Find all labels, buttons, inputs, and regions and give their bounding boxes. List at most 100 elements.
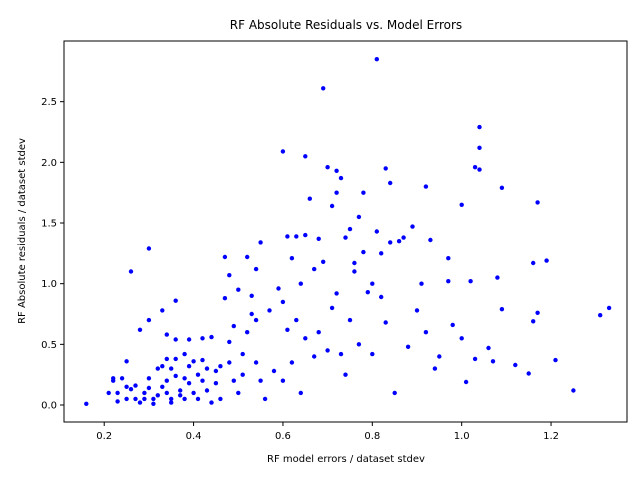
data-point (347, 317, 353, 323)
data-point (343, 372, 348, 377)
y-tick-label: 1.5 (41, 219, 57, 230)
data-point (155, 366, 160, 371)
data-point (316, 330, 321, 335)
data-point (280, 299, 286, 305)
x-axis-label: RF model errors / dataset stdev (267, 454, 425, 465)
data-point (356, 214, 362, 220)
data-point (531, 260, 536, 266)
data-point (352, 260, 357, 266)
x-tick-label: 0.8 (364, 431, 380, 442)
data-point (227, 273, 232, 278)
data-point (437, 354, 442, 359)
y-tick-label: 0.0 (41, 401, 57, 412)
data-point (124, 384, 129, 389)
data-point (495, 275, 500, 280)
data-point (253, 317, 259, 323)
data-point (169, 400, 174, 405)
data-point (325, 165, 330, 170)
data-point (195, 372, 201, 377)
data-point (352, 269, 357, 274)
data-point (191, 359, 196, 364)
x-tick-label: 0.6 (275, 431, 291, 442)
data-point (499, 185, 505, 190)
data-point (271, 368, 277, 374)
data-point (338, 175, 344, 181)
data-point (374, 229, 379, 234)
data-point (486, 345, 491, 351)
data-point (160, 308, 165, 313)
data-point (227, 360, 232, 365)
data-point (160, 384, 165, 389)
data-point (111, 376, 116, 381)
data-point (182, 376, 187, 381)
data-point (303, 336, 308, 341)
data-point (294, 234, 299, 239)
data-point (213, 381, 219, 386)
data-point (285, 234, 290, 239)
data-point (178, 393, 183, 398)
data-point (405, 344, 411, 349)
y-tick-label: 0.5 (41, 340, 57, 351)
data-point (472, 356, 478, 362)
data-point (137, 327, 143, 332)
data-point (298, 390, 303, 396)
data-point (218, 364, 223, 369)
x-tick-label: 0.2 (96, 431, 112, 442)
data-point (428, 237, 433, 243)
data-point (289, 256, 295, 261)
data-point (209, 400, 214, 405)
data-point (200, 357, 205, 363)
data-point (312, 266, 317, 272)
data-point (240, 351, 245, 357)
data-point (365, 290, 370, 295)
data-point (321, 86, 326, 91)
y-tick-label: 2.0 (41, 158, 57, 169)
data-point (459, 336, 464, 341)
data-point (361, 249, 366, 255)
data-point (173, 356, 178, 362)
data-point (200, 336, 205, 341)
data-point (115, 390, 120, 396)
data-point (606, 305, 612, 311)
data-point (383, 320, 388, 325)
data-point (169, 366, 174, 371)
data-point (334, 190, 339, 195)
x-axis-ticks: 0.2 0.4 0.6 0.8 1.0 1.2 (96, 422, 559, 442)
data-point (477, 167, 482, 172)
plot-frame (63, 40, 628, 423)
data-point (204, 366, 210, 371)
data-point (106, 390, 111, 396)
data-point (146, 246, 152, 251)
data-point (142, 396, 147, 402)
data-point (490, 359, 496, 364)
data-point (450, 322, 455, 328)
data-point (535, 200, 540, 205)
data-point (325, 348, 330, 353)
data-point (231, 378, 236, 383)
data-point (334, 291, 339, 296)
data-point (249, 311, 254, 317)
data-point (133, 396, 138, 402)
data-point (276, 286, 281, 291)
data-point (231, 323, 236, 329)
data-point (240, 372, 245, 377)
data-point (173, 373, 178, 379)
data-point (195, 396, 201, 402)
data-point (151, 401, 156, 406)
data-point (236, 390, 241, 396)
data-point (124, 396, 129, 402)
data-point (477, 124, 482, 130)
data-point (531, 319, 536, 324)
data-point (316, 236, 321, 241)
data-point (245, 254, 250, 260)
data-point (128, 387, 134, 392)
data-point (370, 351, 375, 357)
data-point (396, 239, 402, 244)
data-point (160, 364, 165, 369)
data-point (253, 360, 259, 365)
data-point (379, 294, 384, 300)
data-point (571, 388, 576, 393)
data-point (468, 279, 473, 284)
data-point (222, 296, 228, 301)
data-point (249, 293, 254, 298)
